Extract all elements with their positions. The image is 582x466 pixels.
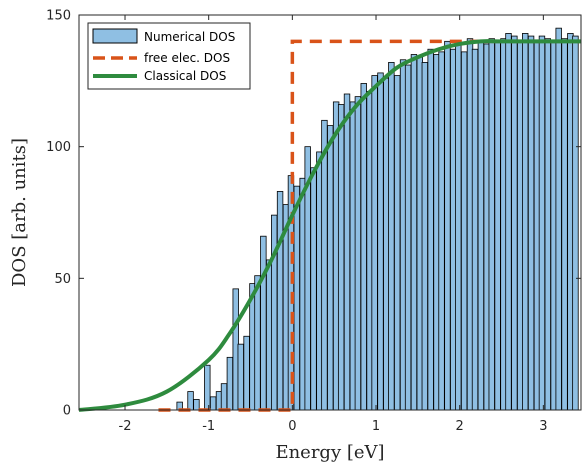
histogram-bar	[444, 40, 451, 411]
histogram-bar	[254, 275, 261, 411]
histogram-bar	[388, 62, 395, 411]
histogram-bar	[260, 235, 267, 411]
histogram-bar	[527, 35, 535, 411]
legend-label-classical: Classical DOS	[144, 69, 226, 83]
histogram-bar	[187, 391, 194, 411]
histogram-bar	[276, 191, 284, 411]
x-tick-label: 1	[372, 419, 380, 434]
histogram-bar	[377, 72, 384, 411]
histogram-bar	[371, 75, 378, 411]
histogram-bar	[293, 185, 301, 411]
histogram-bar	[427, 48, 434, 411]
histogram-bar	[243, 335, 250, 411]
histogram-bar	[204, 364, 211, 411]
y-tick-label: 100	[46, 140, 71, 155]
histogram-bar	[209, 396, 217, 411]
histogram-bar	[511, 35, 518, 411]
histogram-bar	[421, 62, 429, 411]
histogram-bar	[538, 35, 546, 411]
legend: Numerical DOS free elec. DOS Classical D…	[87, 22, 251, 90]
histogram-bar	[404, 64, 412, 411]
histogram-bar	[438, 51, 445, 411]
x-tick-label: -1	[202, 419, 215, 434]
y-tick-label: 0	[63, 404, 71, 419]
classical-dos-line	[78, 39, 581, 412]
histogram-bar	[193, 399, 200, 411]
histogram-bar	[522, 33, 529, 411]
histogram-bar	[321, 119, 328, 411]
y-tick-label: 50	[54, 272, 71, 287]
histogram-bar	[271, 214, 278, 411]
histogram-bar	[455, 43, 462, 411]
axes-frame	[78, 14, 582, 411]
x-tick-label: 0	[288, 419, 296, 434]
histogram-bar	[460, 51, 468, 411]
histogram-bar	[237, 343, 244, 411]
histogram-bar	[572, 35, 579, 411]
x-tick-label: 3	[539, 419, 547, 434]
legend-label-numerical: Numerical DOS	[144, 30, 235, 44]
histogram-bar	[327, 125, 334, 411]
x-tick-label: -2	[119, 419, 132, 434]
histogram-bar	[410, 54, 418, 411]
legend-swatch-numerical	[92, 28, 138, 44]
histogram-bar	[561, 38, 568, 411]
y-axis-ticks: 0 50 100 150	[46, 9, 581, 419]
histogram-bar	[488, 38, 495, 411]
x-tick-label: 2	[456, 419, 464, 434]
x-axis-title: Energy [eV]	[275, 442, 384, 463]
histogram-bar	[477, 40, 485, 411]
y-tick-label: 150	[46, 9, 71, 24]
histogram-bar	[394, 75, 401, 411]
histogram-bar	[354, 96, 362, 411]
histogram-bar	[544, 38, 552, 411]
y-axis-title: DOS [arb. units]	[9, 138, 30, 287]
histogram-bar	[471, 48, 479, 411]
histogram-bar	[337, 104, 345, 411]
histogram-bar	[220, 383, 228, 411]
histogram-bar	[555, 27, 562, 411]
histogram-bar	[494, 40, 501, 411]
histogram-bar	[310, 167, 317, 411]
histogram-bar	[343, 93, 351, 411]
histogram-bar	[226, 356, 234, 411]
x-axis-ticks: -2 -1 0 1 2 3	[119, 15, 547, 434]
histogram-bar	[360, 83, 367, 411]
legend-label-free-electron: free elec. DOS	[144, 51, 230, 65]
histogram-bar	[505, 33, 512, 411]
